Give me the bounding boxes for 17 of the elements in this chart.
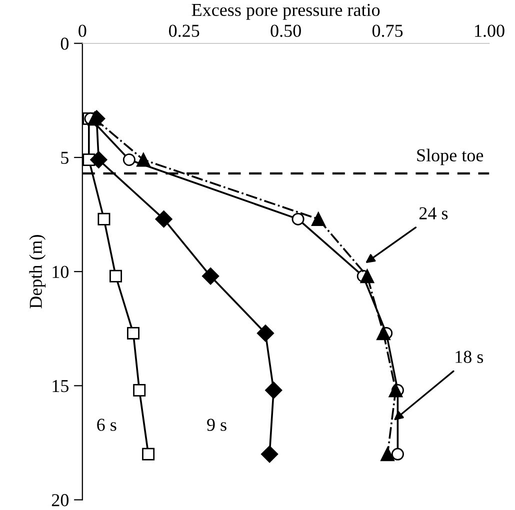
y-tick-label: 20 [52, 494, 69, 506]
series-label: 6 s [97, 418, 116, 431]
y-tick-label: 0 [60, 38, 69, 50]
x-axis-title: Excess pore pressure ratio [192, 4, 380, 20]
text: 18 s [456, 350, 484, 363]
x-tick-label: 0.25 [169, 24, 200, 37]
y-tick-label: 10 [52, 266, 69, 278]
x-tick-label: 0 [78, 24, 86, 37]
text: 9 s [207, 418, 226, 431]
y-tick-label: 5 [61, 152, 68, 164]
x-tick-label: 0.75 [372, 24, 403, 37]
x-tick-label: 0.50 [270, 24, 301, 37]
text: 24 s [419, 207, 448, 220]
x-tick-label: 1.00 [475, 24, 504, 37]
y-axis-title: Depth (m) [29, 235, 46, 308]
ref-line-label: Slope toe [417, 148, 484, 166]
y-tick-label: 15 [52, 380, 68, 392]
